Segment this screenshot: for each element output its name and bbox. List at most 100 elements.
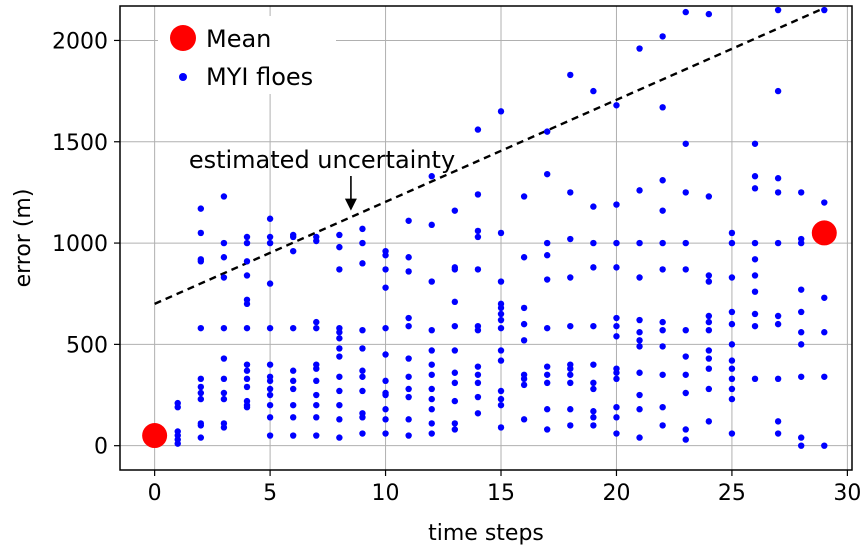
floe-point: [797, 373, 805, 380]
floe-point: [636, 343, 643, 350]
floe-point: [636, 187, 643, 194]
floe-point: [567, 235, 574, 243]
floe-point: [705, 10, 713, 18]
legend: Mean MYI floes: [158, 16, 336, 94]
floe-point: [705, 318, 713, 326]
floe-point: [613, 201, 620, 208]
floe-point: [220, 324, 228, 332]
floe-point: [705, 193, 713, 200]
floe-point: [659, 177, 666, 184]
floe-point: [451, 426, 459, 433]
x-axis-label: time steps: [428, 521, 544, 546]
floe-point: [636, 391, 643, 399]
floe-point: [497, 316, 505, 324]
floe-point: [220, 375, 228, 383]
floe-point: [220, 254, 228, 261]
floe-point: [405, 355, 412, 362]
floe-point: [590, 361, 597, 368]
floe-point: [336, 335, 343, 342]
floe-point: [451, 379, 459, 387]
floe-point: [382, 324, 389, 332]
x-tick-label: 10: [372, 481, 400, 506]
floe-point: [266, 324, 274, 332]
floe-point: [497, 395, 505, 403]
floe-point: [728, 375, 736, 383]
floe-point: [567, 274, 574, 281]
floe-point: [636, 45, 643, 52]
floe-point: [520, 337, 528, 344]
floe-point: [197, 229, 205, 237]
floe-point: [682, 436, 689, 443]
floe-point: [313, 401, 320, 409]
floe-point: [289, 324, 297, 332]
floe-point: [428, 221, 435, 229]
mean-points: [142, 220, 837, 449]
floe-point: [705, 365, 713, 372]
floe-point: [313, 377, 320, 385]
floe-point: [497, 424, 505, 431]
floe-point: [359, 410, 366, 417]
floe-point: [405, 393, 412, 401]
legend-mean-label: Mean: [206, 25, 271, 53]
floe-point: [543, 426, 551, 433]
floe-point: [266, 432, 274, 439]
floe-point: [751, 140, 759, 147]
floe-point: [289, 377, 297, 385]
floe-point: [774, 320, 782, 328]
floe-point: [659, 104, 666, 111]
y-tick-label: 0: [94, 435, 108, 460]
floe-point: [382, 351, 389, 358]
floe-point: [728, 274, 736, 281]
floe-point: [428, 371, 435, 378]
floe-point: [428, 406, 435, 413]
floe-point: [821, 294, 828, 301]
floe-point: [428, 395, 435, 403]
floe-point: [428, 326, 435, 334]
floe-point: [590, 379, 597, 387]
floe-point: [728, 308, 736, 316]
floe-point: [728, 430, 736, 437]
floe-point: [174, 399, 181, 407]
floe-point: [821, 329, 828, 336]
floe-point: [567, 422, 574, 429]
floe-point: [520, 304, 528, 312]
floe-point: [405, 432, 412, 439]
floe-point: [659, 318, 666, 326]
mean-point: [142, 423, 168, 449]
floe-point: [774, 239, 782, 247]
floe-point: [382, 266, 389, 273]
floe-point: [474, 393, 482, 401]
floe-point: [197, 389, 205, 397]
floe-point: [613, 102, 620, 109]
floe-point: [336, 345, 343, 352]
floe-point: [682, 266, 689, 273]
floe-point: [520, 254, 528, 261]
floe-point: [659, 266, 666, 273]
floe-point: [359, 387, 366, 395]
floe-point: [774, 312, 782, 320]
floe-point: [497, 401, 505, 409]
floe-point: [682, 140, 689, 147]
floe-point: [797, 308, 805, 316]
floe-point: [613, 322, 620, 330]
y-tick-label: 500: [66, 333, 108, 358]
floe-point: [497, 310, 505, 318]
floe-point: [336, 266, 343, 273]
floe-point: [313, 361, 320, 368]
floe-point: [682, 371, 689, 378]
floe-point: [405, 314, 412, 322]
floe-point: [428, 278, 435, 285]
floe-points: [174, 6, 828, 449]
floe-point: [613, 264, 620, 271]
floe-point: [797, 329, 805, 336]
floe-point: [797, 341, 805, 348]
floe-point: [705, 312, 713, 320]
floe-point: [821, 373, 828, 380]
floe-point: [197, 383, 205, 391]
floe-point: [705, 418, 713, 425]
floe-point: [728, 229, 736, 237]
floe-point: [728, 320, 736, 328]
x-tick-label: 5: [263, 481, 277, 506]
floe-point: [336, 353, 343, 360]
floe-point: [382, 416, 389, 423]
